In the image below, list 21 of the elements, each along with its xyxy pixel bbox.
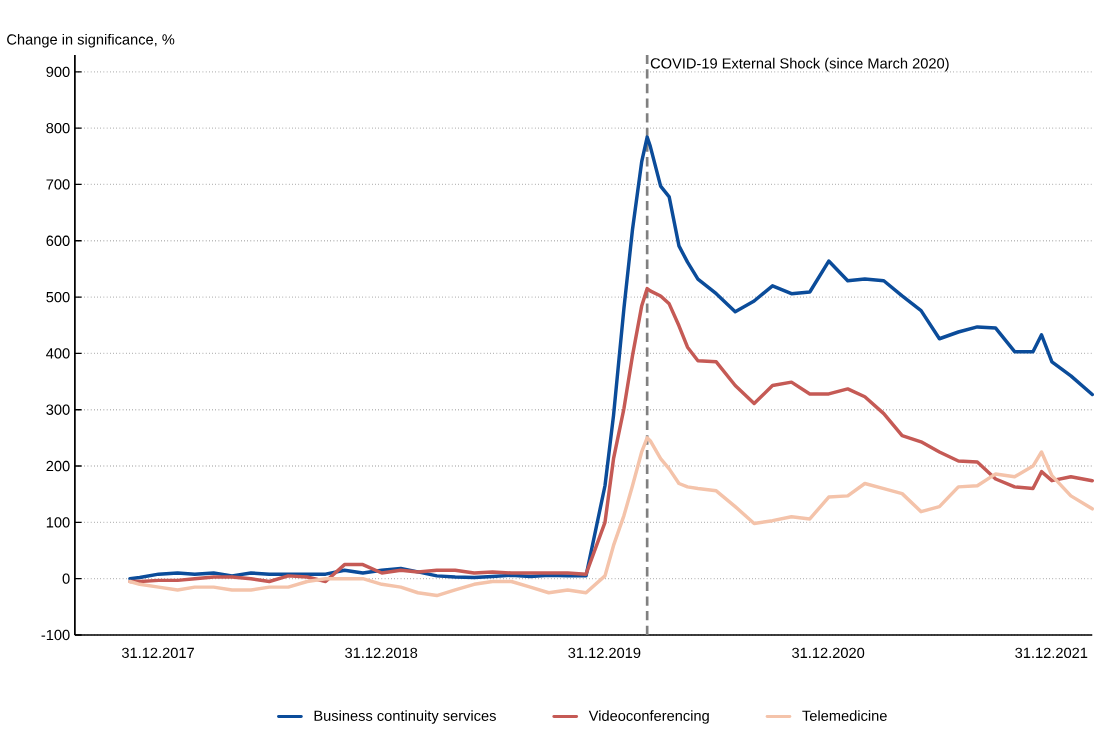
- y-tick-label: 700: [46, 179, 70, 190]
- y-tick-label: 200: [46, 460, 70, 472]
- y-tick-label: 900: [46, 66, 70, 78]
- y-tick-label: 500: [46, 291, 70, 303]
- y-tick-label: 300: [46, 404, 70, 415]
- y-axis-title: Change in significance, %: [7, 33, 175, 48]
- y-tick-label: 100: [46, 517, 70, 528]
- x-tick-label: 31.12.2020: [792, 647, 865, 659]
- x-tick-label: 31.12.2021: [1015, 647, 1088, 659]
- legend-label: Telemedicine: [802, 710, 887, 722]
- legend-label: Videoconferencing: [588, 710, 709, 724]
- y-tick-label: 600: [46, 235, 70, 247]
- ref-line-label: COVID-19 External Shock (since March 2020): [650, 57, 949, 72]
- y-tick-label: 400: [46, 348, 70, 359]
- x-tick-label: 31.12.2019: [568, 647, 641, 659]
- y-tick-label: -100: [41, 629, 70, 641]
- x-tick-label: 31.12.2018: [345, 647, 418, 659]
- x-tick-label: 31.12.2017: [121, 647, 194, 659]
- y-tick-label: 800: [46, 123, 70, 134]
- y-tick-label: 0: [62, 573, 70, 584]
- legend-label: Business continuity services: [314, 710, 496, 724]
